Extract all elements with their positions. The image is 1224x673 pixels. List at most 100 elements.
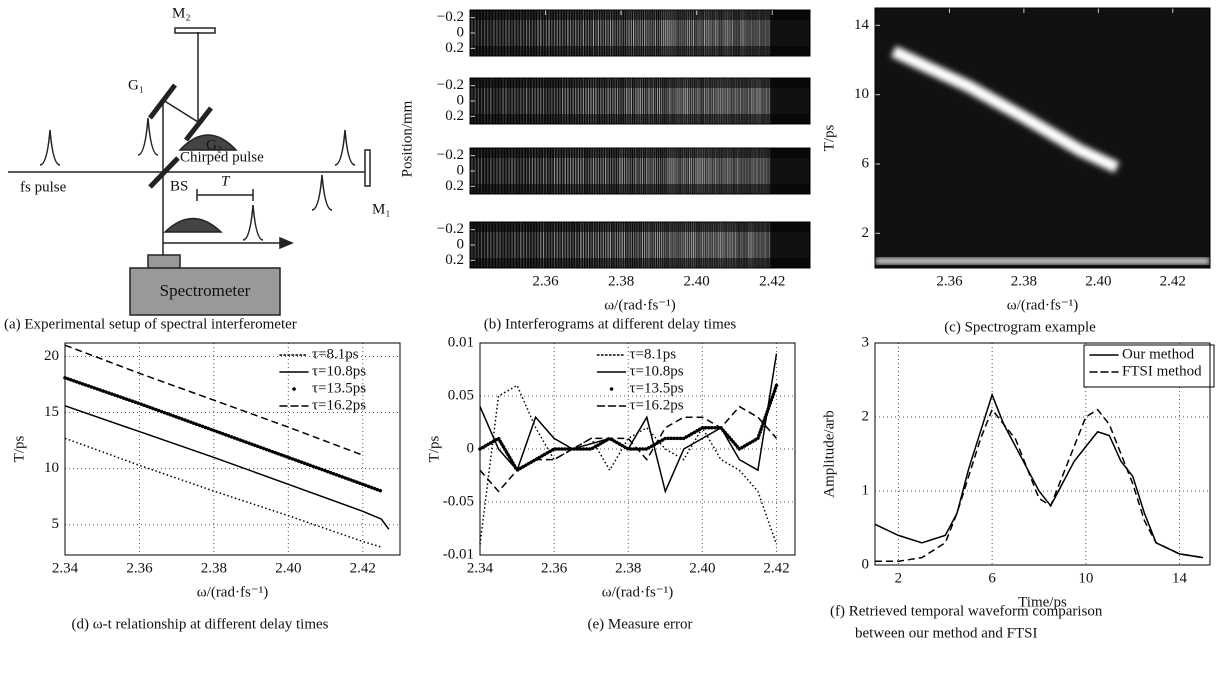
y-tick-label: −0.2 — [437, 221, 464, 237]
y-tick-label: 10 — [44, 460, 59, 476]
spectrometer-slit — [147, 254, 181, 270]
y-axis-label: T/ps — [426, 436, 442, 463]
y-axis-label: T/ps — [821, 125, 837, 152]
y-tick-label: 0.2 — [445, 108, 464, 124]
label: fs pulse — [20, 179, 67, 195]
legend-label: τ=8.1ps — [312, 346, 359, 362]
chirped-pulse — [163, 217, 223, 233]
x-tick-label: 2.36 — [532, 273, 559, 289]
beam-splitter — [148, 156, 180, 189]
legend-label: τ=16.2ps — [630, 397, 684, 413]
caption: (b) Interferograms at different delay ti… — [484, 316, 737, 332]
series-line — [64, 405, 390, 530]
y-tick-label: 15 — [44, 404, 59, 420]
x-tick-label: 2.36 — [936, 273, 963, 289]
y-tick-label: 0.05 — [448, 387, 474, 403]
grating — [148, 83, 177, 120]
x-axis-label: ω/(rad·fs⁻¹) — [602, 584, 673, 600]
fringe-shade — [470, 222, 810, 232]
label: T — [221, 173, 231, 189]
legend-label: FTSI method — [1122, 363, 1202, 379]
mirror — [364, 149, 371, 187]
legend-label: τ=10.8ps — [630, 363, 684, 379]
plot-frame — [469, 77, 811, 125]
y-axis-label: Amplitude/arb — [821, 410, 837, 497]
y-tick-label: 0.2 — [445, 40, 464, 56]
fringe-shade — [470, 258, 810, 268]
mirror — [174, 27, 216, 34]
label: M₂ — [172, 5, 191, 21]
beam — [162, 99, 199, 123]
series-line — [874, 392, 1204, 559]
caption: (c) Spectrogram example — [944, 319, 1096, 335]
plot-frame — [874, 342, 1211, 566]
label: Spectrometer — [160, 281, 251, 300]
plot-frame — [479, 342, 796, 556]
x-tick-label: 2.40 — [275, 560, 301, 576]
legend-label: τ=10.8ps — [312, 363, 366, 379]
x-tick-label: 2.38 — [615, 560, 641, 576]
x-tick-label: 2.40 — [689, 560, 715, 576]
x-tick-label: 2.38 — [608, 273, 634, 289]
y-tick-label: 0.2 — [445, 178, 464, 194]
y-axis-label: T/ps — [11, 436, 27, 463]
x-tick-label: 2.42 — [759, 273, 785, 289]
plot-background — [875, 8, 1210, 268]
pulse — [242, 204, 264, 241]
x-tick-label: 2.34 — [52, 560, 79, 576]
plot-frame — [874, 7, 1211, 269]
x-tick-label: 14 — [1172, 570, 1188, 586]
caption: (a) Experimental setup of spectral inter… — [4, 316, 297, 332]
caption: (d) ω-t relationship at different delay … — [71, 616, 328, 632]
y-tick-label: 14 — [854, 17, 870, 33]
caption: (f) Retrieved temporal waveform comparis… — [830, 603, 1103, 619]
y-tick-label: 0 — [862, 556, 870, 572]
y-tick-label: 1 — [862, 482, 870, 498]
y-tick-label: −0.2 — [437, 147, 464, 163]
setup-diagram — [8, 27, 371, 316]
pulse — [311, 174, 333, 211]
fringe-shade — [470, 184, 810, 194]
y-tick-label: 0 — [467, 440, 475, 456]
label: G₁ — [128, 77, 144, 93]
y-tick-label: 6 — [862, 155, 870, 171]
y-tick-label: 0 — [457, 162, 465, 178]
x-axis-label: Time/ps — [1018, 594, 1067, 610]
x-tick-label: 2.34 — [467, 560, 494, 576]
series-line — [875, 408, 1204, 563]
pulse — [137, 117, 159, 156]
x-tick-label: 6 — [988, 570, 996, 586]
label: Chirped pulse — [180, 149, 264, 165]
y-tick-label: 20 — [44, 348, 59, 364]
series-line — [64, 437, 382, 548]
y-tick-label: -0.01 — [443, 546, 474, 562]
x-tick-label: 2.36 — [541, 560, 568, 576]
legend-label: Our method — [1122, 346, 1195, 362]
y-tick-label: 0 — [457, 236, 465, 252]
pulse — [39, 129, 61, 166]
series-line — [479, 405, 778, 493]
y-tick-label: −0.2 — [437, 9, 464, 25]
legend-label: τ=13.5ps — [630, 380, 684, 396]
plot-frame — [469, 9, 811, 57]
series-line — [63, 376, 384, 493]
fringe-shade — [470, 114, 810, 124]
spectrometer-box — [129, 267, 281, 316]
legend-label: τ=8.1ps — [630, 346, 677, 362]
plot-frame — [469, 221, 811, 269]
x-tick-label: 2.38 — [1011, 273, 1037, 289]
y-tick-label: 5 — [52, 516, 60, 532]
x-tick-label: 2 — [895, 570, 903, 586]
y-tick-label: 2 — [862, 225, 870, 241]
x-tick-label: 2.42 — [763, 560, 789, 576]
label: M₁ — [372, 201, 391, 217]
ridge — [891, 45, 1120, 173]
legend-box — [1083, 344, 1215, 388]
fringe-shade — [470, 46, 810, 56]
legend-label: τ=13.5ps — [312, 380, 366, 396]
caption: (e) Measure error — [588, 616, 693, 632]
y-tick-label: 0.01 — [448, 334, 474, 350]
plot-frame — [469, 147, 811, 195]
